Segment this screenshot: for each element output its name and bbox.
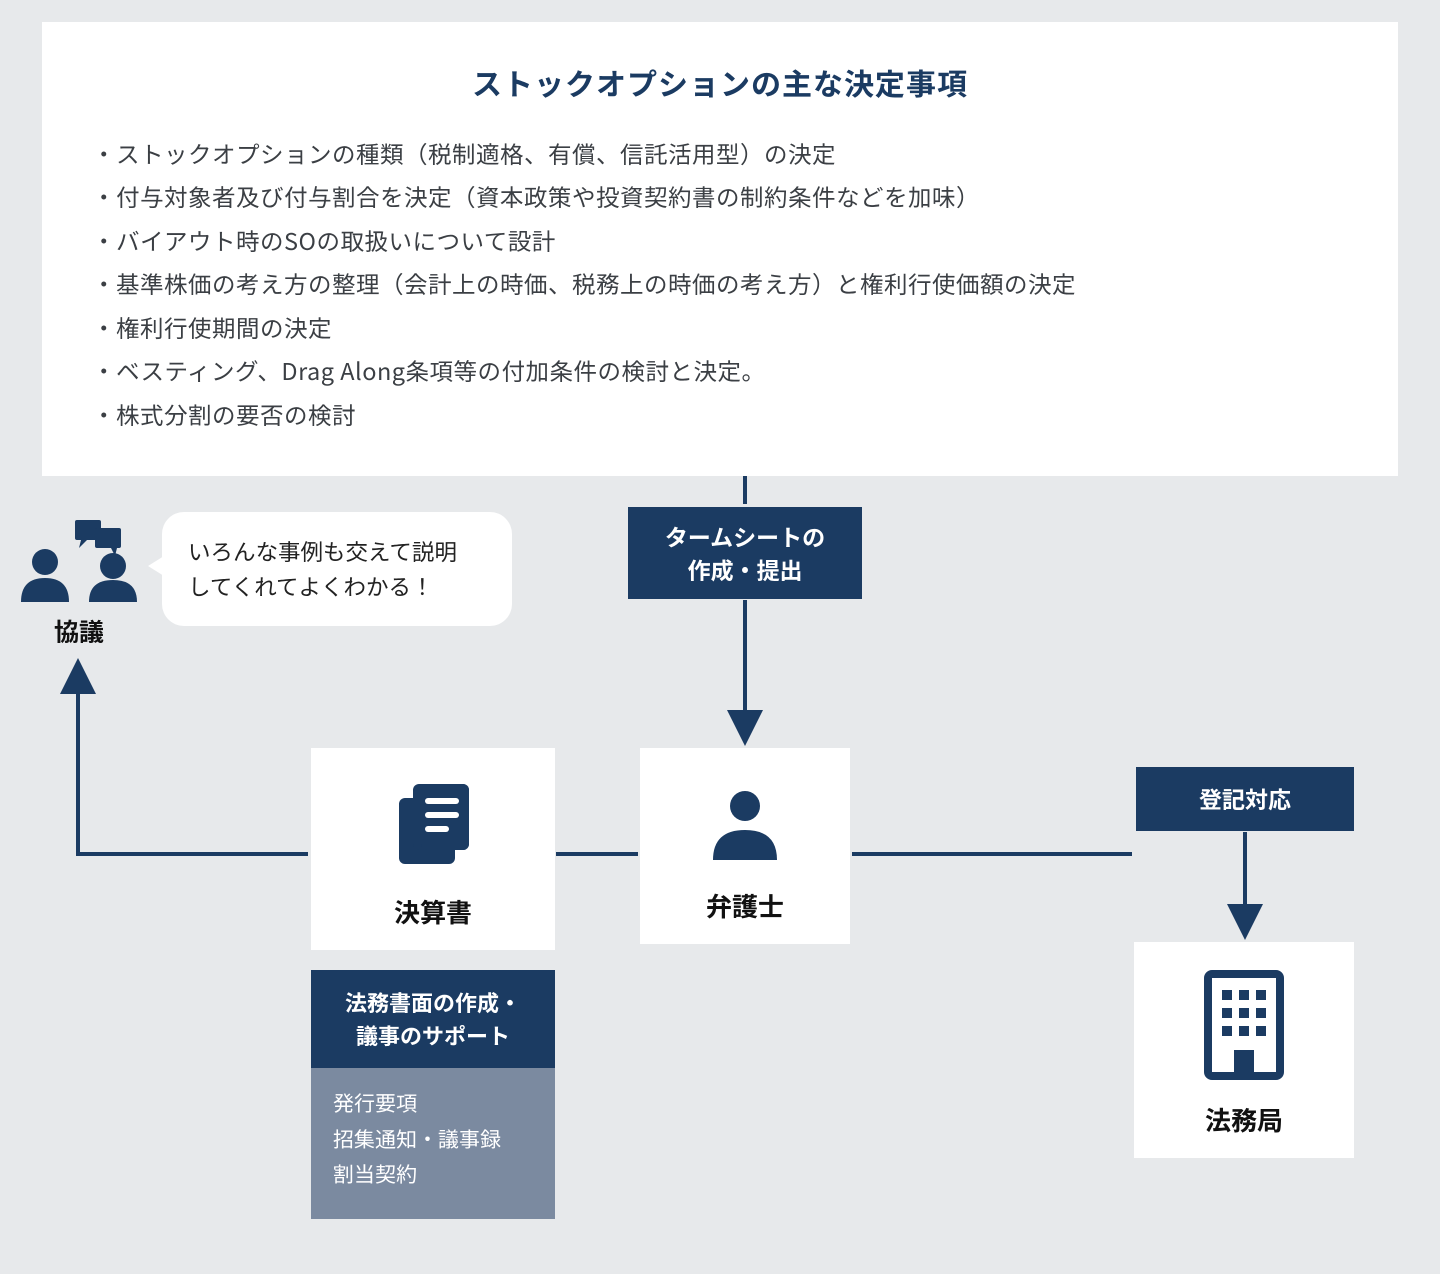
legal-support-item: 発行要項 (333, 1086, 533, 1122)
termsheet-label-line: 作成・提出 (688, 552, 803, 586)
legal-support-panel: 法務書面の作成・ 議事のサポート 発行要項 招集通知・議事録 割当契約 (311, 970, 555, 1219)
bureau-label: 法務局 (1134, 1085, 1354, 1158)
legal-support-title: 法務書面の作成・ 議事のサポート (311, 970, 555, 1068)
legal-support-item: 割当契約 (333, 1157, 533, 1193)
panel-title: ストックオプションの主な決定事項 (92, 60, 1348, 104)
termsheet-label-line: タームシートの (665, 519, 825, 553)
document-stack-icon (385, 776, 481, 872)
discussion-node: 協議 (14, 520, 144, 649)
registration-label: 登記対応 (1136, 767, 1354, 831)
panel-item: ストックオプションの種類（税制適格、有償、信託活用型）の決定 (92, 132, 1348, 175)
panel-item: 付与対象者及び付与割合を決定（資本政策や投資契約書の制約条件などを加味） (92, 175, 1348, 218)
financials-label: 決算書 (311, 877, 555, 950)
legal-support-title-line: 法務書面の作成・ (345, 986, 521, 1018)
bubble-line: いろんな事例も交えて説明 (188, 535, 457, 567)
building-icon (1194, 970, 1294, 1080)
termsheet-label: タームシートの 作成・提出 (628, 507, 862, 599)
lawyer-card: 弁護士 (640, 748, 850, 944)
discussion-label: 協議 (14, 613, 144, 649)
legal-support-title-line: 議事のサポート (356, 1019, 510, 1051)
financials-card: 決算書 (311, 748, 555, 950)
decisions-panel: ストックオプションの主な決定事項 ストックオプションの種類（税制適格、有償、信託… (42, 22, 1398, 476)
people-discussion-icon (15, 520, 143, 602)
legal-support-body: 発行要項 招集通知・議事録 割当契約 (311, 1068, 555, 1219)
bureau-card: 法務局 (1134, 942, 1354, 1158)
registration-label-text: 登記対応 (1199, 782, 1291, 815)
panel-item: 基準株価の考え方の整理（会計上の時価、税務上の時価の考え方）と権利行使価額の決定 (92, 262, 1348, 305)
panel-item: バイアウト時のSOの取扱いについて設計 (92, 219, 1348, 262)
lawyer-label: 弁護士 (640, 871, 850, 944)
panel-item: ベスティング、Drag Along条項等の付加条件の検討と決定。 (92, 349, 1348, 392)
legal-support-item: 招集通知・議事録 (333, 1122, 533, 1158)
speech-bubble: いろんな事例も交えて説明 してくれてよくわかる！ (162, 512, 512, 626)
person-icon (703, 782, 787, 866)
bubble-line: してくれてよくわかる！ (188, 570, 433, 602)
panel-item: 株式分割の要否の検討 (92, 393, 1348, 436)
panel-item: 権利行使期間の決定 (92, 306, 1348, 349)
panel-list: ストックオプションの種類（税制適格、有償、信託活用型）の決定 付与対象者及び付与… (92, 132, 1348, 436)
